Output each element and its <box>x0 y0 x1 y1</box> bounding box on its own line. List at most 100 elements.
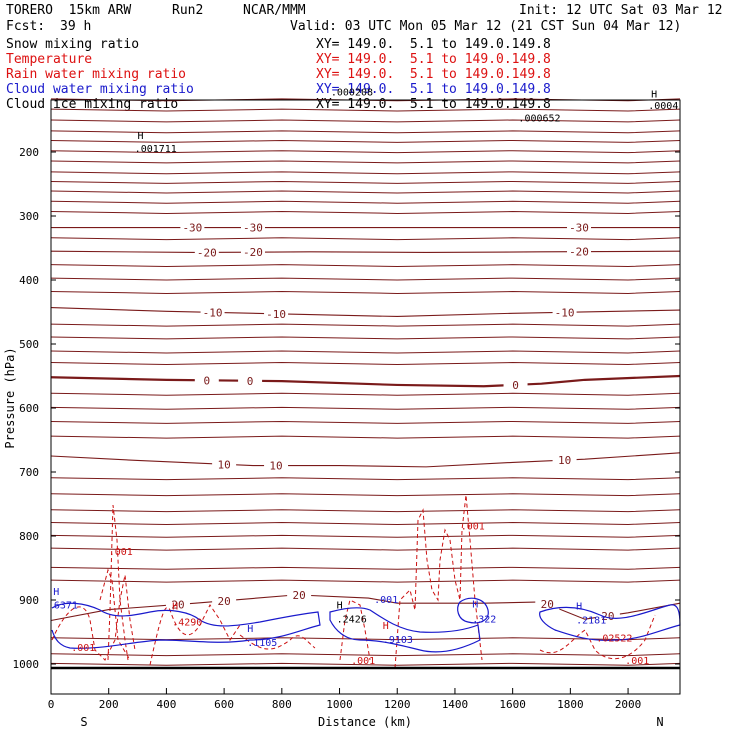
x-axis-left-end: S <box>80 715 87 729</box>
x-tick-label: 0 <box>48 698 55 711</box>
isotherm <box>50 130 681 134</box>
contour-annotation: .2426 <box>337 614 367 625</box>
isotherm-label-bg <box>194 246 219 259</box>
xy-snow: XY= 149.0. 5.1 to 149.0.149.8 <box>316 37 551 52</box>
isotherm <box>50 200 681 204</box>
isotherm <box>50 477 681 481</box>
isotherm <box>50 180 681 184</box>
contour-annotation: .001 <box>71 643 95 654</box>
forecast-label: Fcst: <box>6 19 46 34</box>
isotherm-label-bg <box>264 307 289 320</box>
xy-rain: XY= 149.0. 5.1 to 149.0.149.8 <box>316 67 551 82</box>
isotherm-label: -30 <box>243 222 263 235</box>
isotherm <box>50 150 681 154</box>
isotherm <box>50 509 681 513</box>
isotherm <box>50 493 681 497</box>
isotherm-label-bg <box>287 589 312 602</box>
isotherm-label-bg <box>194 374 219 387</box>
isotherm-label-bg <box>238 374 263 387</box>
rain-water-contour <box>539 614 656 660</box>
contour-annotation: 6371 <box>54 600 78 611</box>
isotherm-label: -10 <box>266 308 286 321</box>
x-tick-label: 200 <box>99 698 119 711</box>
isotherm-label: 10 <box>558 454 571 467</box>
contour-annotation: H <box>138 131 144 142</box>
isotherm-labeled <box>50 250 681 254</box>
init-time: Init: 12 UTC Sat 03 Mar 12 <box>519 3 723 18</box>
isotherm <box>50 336 681 340</box>
isotherm-label-bg <box>567 221 592 234</box>
contour-annotation: .0004 <box>648 101 678 112</box>
y-tick-label: 200 <box>19 146 39 159</box>
isotherm <box>50 277 681 281</box>
isotherm <box>50 323 681 327</box>
isotherm <box>50 662 681 666</box>
isotherm-label: -10 <box>203 306 223 319</box>
contour-annotation: H <box>576 602 582 613</box>
cloud-water-contour <box>51 602 321 649</box>
y-tick-label: 300 <box>19 210 39 223</box>
isotherm-label-bg <box>503 378 528 391</box>
chart-annotations: H 6371 H .4290 H .1105 H .2426 H .9103 H .322 H .2181… <box>53 88 678 667</box>
legend-snow: Snow mixing ratio <box>6 37 140 52</box>
isotherm-label: 20 <box>293 589 306 602</box>
isotherm-label-bg <box>552 306 577 319</box>
isotherm-label-bg <box>180 221 205 234</box>
x-axis-right-end: N <box>656 715 663 729</box>
isotherm-labeled <box>50 452 681 468</box>
isotherm <box>50 264 681 268</box>
isotherm <box>50 119 681 123</box>
x-tick-label: 2000 <box>615 698 642 711</box>
isotherm <box>50 653 681 657</box>
x-tick-label: 1600 <box>499 698 526 711</box>
isotherm-labeled <box>50 374 681 388</box>
contour-annotation: .001 <box>351 656 375 667</box>
rain-water-contour <box>51 574 136 661</box>
contour-annotation: .001 <box>461 522 485 533</box>
contour-annotation: H <box>172 602 178 613</box>
isotherm-label-bg <box>212 594 237 607</box>
legend-temperature: Temperature <box>6 52 93 67</box>
isotherm <box>50 98 681 102</box>
isotherm-label-bg <box>212 458 237 471</box>
x-axis-label: Distance (km) <box>318 715 412 729</box>
y-tick-label: 500 <box>19 338 39 351</box>
isotherm-label: -20 <box>569 246 589 259</box>
legend-rain: Rain water mixing ratio <box>6 67 187 82</box>
legend-cloud-water: Cloud water mixing ratio <box>6 82 194 97</box>
plot-axes <box>50 99 681 695</box>
x-tick-label: 1400 <box>442 698 469 711</box>
contour-annotation: .2181 <box>576 616 606 627</box>
rain-water-contour <box>394 494 483 669</box>
isotherm-label-bg <box>240 221 265 234</box>
isotherm <box>50 171 681 175</box>
isotherm-label: 0 <box>203 374 210 387</box>
x-tick-label: 800 <box>272 698 292 711</box>
y-axis-label: Pressure (hPa) <box>3 347 17 448</box>
rain-water-contour <box>149 604 241 666</box>
contour-annotation: .4290 <box>172 618 202 629</box>
isotherm-label: 10 <box>217 458 230 471</box>
isotherm-label-bg <box>264 459 289 472</box>
isotherm <box>50 566 681 570</box>
isotherm-label-bg <box>567 245 592 258</box>
cloud-water-contour <box>329 607 481 653</box>
isotherm <box>50 406 681 410</box>
isotherm-label: 0 <box>247 375 254 388</box>
isotherm-label: -30 <box>182 222 202 235</box>
contour-annotation: .1105 <box>247 638 277 649</box>
isotherm <box>50 108 681 112</box>
isotherm <box>50 547 681 551</box>
temperature-contours: -30 -30 -30 -20 -20 -20 -10 -10 -10 0 0 0 10 10 10 20 20… <box>50 98 681 666</box>
contour-annotation: H <box>337 600 343 611</box>
isotherm <box>50 190 681 194</box>
contour-annotation: .000208 <box>331 88 373 99</box>
contour-annotation: .000652 <box>518 113 560 124</box>
xy-cloud-water: XY= 149.0. 5.1 to 149.0.149.8 <box>316 82 551 97</box>
x-ticks: 0 200 400 600 800 1000 1200 1400 1600 1800 2000 <box>48 688 642 711</box>
isotherm-label: 20 <box>541 598 554 611</box>
y-tick-label: 1000 <box>13 658 40 671</box>
cloud-water-contour <box>457 597 489 624</box>
rain-water-contour <box>339 599 371 661</box>
